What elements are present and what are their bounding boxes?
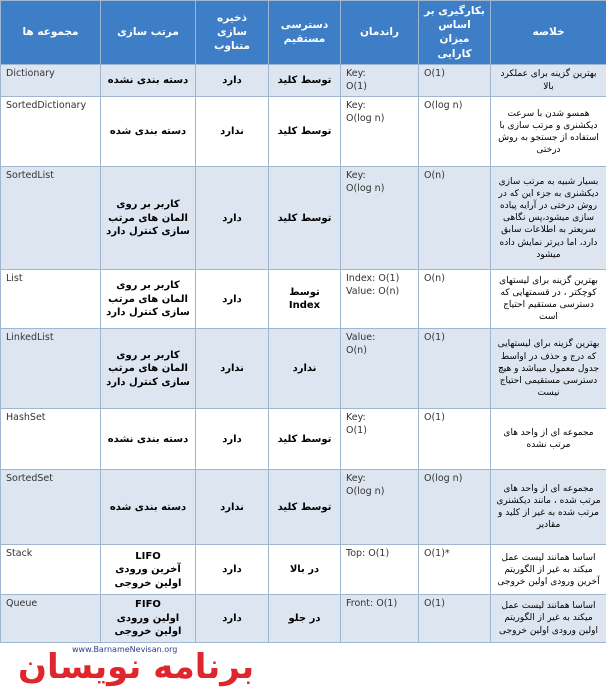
- table-cell: Key: O(log n): [341, 97, 419, 167]
- table-cell: دارد: [196, 167, 269, 270]
- table-cell: O(n): [419, 270, 491, 329]
- table-cell: بسیار شبیه به مرتب سازی دیکشنری به جزء ا…: [491, 167, 606, 270]
- table-cell: دسته بندی نشده: [101, 64, 196, 97]
- header-cell: دسترسی مستقیم: [269, 1, 341, 65]
- table-cell: Index: O(1) Value: O(n): [341, 270, 419, 329]
- table-cell: SortedList: [1, 167, 101, 270]
- table-cell: مجموعه ای از واحد های مرتب نشده: [491, 409, 606, 470]
- table-cell: SortedDictionary: [1, 97, 101, 167]
- table-cell: دارد: [196, 64, 269, 97]
- logo: برنامه نویسان www.BarnameNevisan.org: [0, 643, 606, 696]
- table-cell: O(1): [419, 329, 491, 409]
- table-cell: کاربر بر روی المان های مرتب سازی کنترل د…: [101, 329, 196, 409]
- table-cell: Key: O(1): [341, 409, 419, 470]
- table-cell: ندارد: [196, 97, 269, 167]
- header-cell: بکارگیری بر اساس میزان کارایی: [419, 1, 491, 65]
- table-cell: بهترین گزینه برای عملکرد بالا: [491, 64, 606, 97]
- table-cell: ندارد: [269, 329, 341, 409]
- table-cell: O(1)*: [419, 545, 491, 595]
- table-cell: دسته بندی شده: [101, 97, 196, 167]
- table-cell: List: [1, 270, 101, 329]
- table-cell: در بالا: [269, 545, 341, 595]
- table-cell: Value: O(n): [341, 329, 419, 409]
- table-cell: دارد: [196, 595, 269, 643]
- table-cell: توسط کلید: [269, 470, 341, 545]
- table-cell: Front: O(1): [341, 595, 419, 643]
- header-cell: مجموعه ها: [1, 1, 101, 65]
- table-cell: O(n): [419, 167, 491, 270]
- table-cell: اساسا همانند لیست عمل میکند به غیر از ال…: [491, 595, 606, 643]
- table-cell: دارد: [196, 270, 269, 329]
- table-cell: توسط کلید: [269, 64, 341, 97]
- table-cell: ندارد: [196, 470, 269, 545]
- table-cell: Key: O(log n): [341, 470, 419, 545]
- table-cell: Stack: [1, 545, 101, 595]
- table-cell: O(1): [419, 595, 491, 643]
- header-cell: خلاصه: [491, 1, 606, 65]
- table-cell: HashSet: [1, 409, 101, 470]
- table-cell: Key: O(log n): [341, 167, 419, 270]
- table-cell: Queue: [1, 595, 101, 643]
- table-cell: مجموعه ای از واحد های مرتب شده ، مانند د…: [491, 470, 606, 545]
- table-cell: دسته بندی شده: [101, 470, 196, 545]
- table-cell: Dictionary: [1, 64, 101, 97]
- table-cell: توسط کلید: [269, 409, 341, 470]
- table-cell: FIFO اولین ورودی اولین خروجی: [101, 595, 196, 643]
- table-cell: SortedSet: [1, 470, 101, 545]
- table-cell: O(log n): [419, 470, 491, 545]
- page: Collections table {"table": { "header": …: [0, 0, 606, 667]
- header-cell: راندمان: [341, 1, 419, 65]
- table-cell: همسو شدن با سرعت دیکشنری و مرتب سازی با …: [491, 97, 606, 167]
- logo-url: www.BarnameNevisan.org: [72, 645, 177, 654]
- table-cell: کاربر بر روی المان های مرتب سازی کنترل د…: [101, 167, 196, 270]
- header-cell: مرتب سازی: [101, 1, 196, 65]
- table-cell: LIFO آخرین ورودی اولین خروجی: [101, 545, 196, 595]
- table-cell: دسته بندی نشده: [101, 409, 196, 470]
- table-cell: اساسا همانند لیست عمل میکند به غیر از ال…: [491, 545, 606, 595]
- table-cell: Key: O(1): [341, 64, 419, 97]
- table-cell: دارد: [196, 545, 269, 595]
- table-cell: O(log n): [419, 97, 491, 167]
- table-cell: O(1): [419, 409, 491, 470]
- table-cell: Top: O(1): [341, 545, 419, 595]
- table-cell: دارد: [196, 409, 269, 470]
- table-cell: بهترین گزینه برای لیستهای کوچکتر ، در قس…: [491, 270, 606, 329]
- table-cell: ندارد: [196, 329, 269, 409]
- table-cell: کاربر بر روی المان های مرتب سازی کنترل د…: [101, 270, 196, 329]
- header-cell: ذخیره سازی متناوب: [196, 1, 269, 65]
- table-cell: O(1): [419, 64, 491, 97]
- table-cell: بهترین گزینه برای لیستهایی که درج و حذف …: [491, 329, 606, 409]
- table-cell: توسط کلید: [269, 167, 341, 270]
- table-cell: LinkedList: [1, 329, 101, 409]
- table-cell: توسط کلید: [269, 97, 341, 167]
- table-cell: توسط Index: [269, 270, 341, 329]
- table-cell: در جلو: [269, 595, 341, 643]
